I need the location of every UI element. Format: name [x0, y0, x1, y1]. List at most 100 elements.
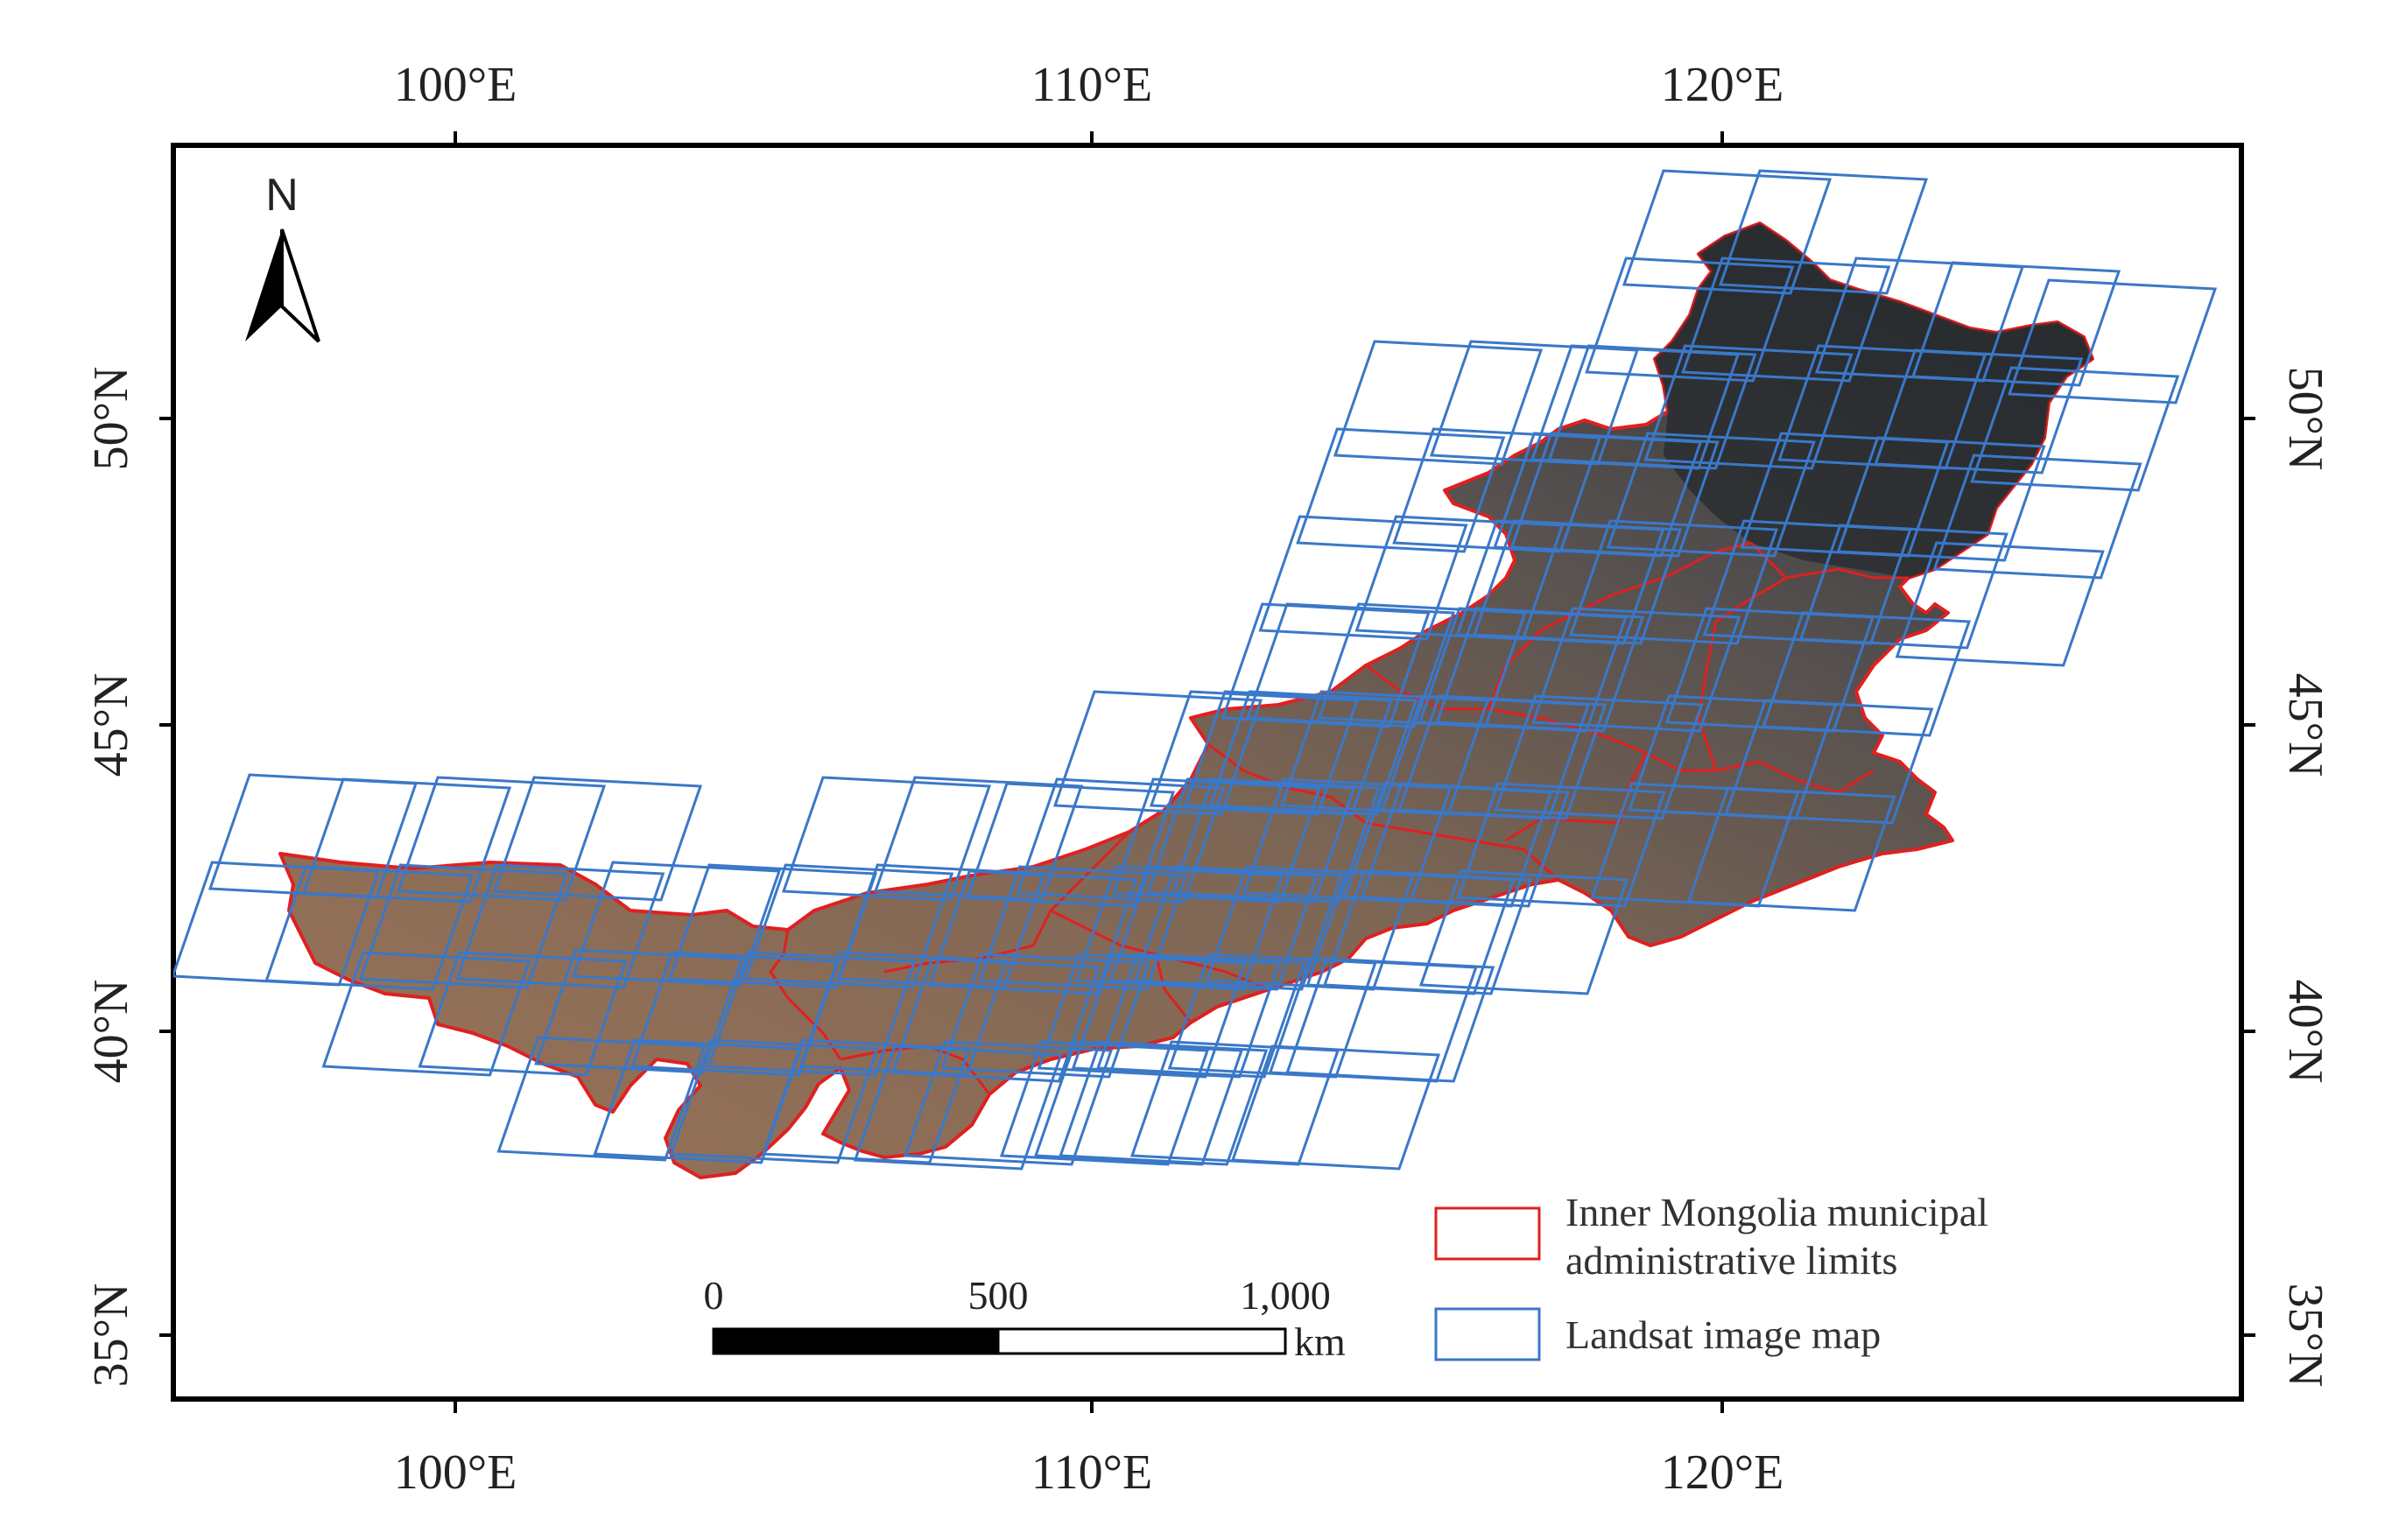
landsat-frame — [1585, 257, 1795, 383]
landsat-frame — [1296, 427, 1506, 553]
landsat-frame — [1718, 169, 1929, 295]
landsat-frame — [1686, 786, 1896, 912]
landsat-frame — [1509, 432, 1720, 558]
landsat-frame — [1761, 611, 1972, 737]
legend-label-landsat: Landsat image map — [1565, 1312, 1881, 1357]
landsat-frame — [264, 865, 475, 991]
landsat-frame — [1456, 782, 1666, 908]
landsat-frame — [1016, 777, 1226, 904]
landsat-frame — [1910, 261, 2121, 387]
landsat-frame — [1149, 690, 1360, 816]
scale-label: 500 — [968, 1273, 1029, 1318]
landsat-frame — [1418, 869, 1629, 995]
landsat-frame — [2007, 278, 2218, 404]
legend-label-admin-line1: Inner Mongolia municipal — [1565, 1190, 1988, 1234]
landsat-frame — [1285, 957, 1495, 1083]
lat-tick-left: 40°N — [84, 980, 138, 1084]
landsat-frame — [321, 951, 531, 1077]
landsat-frame — [1146, 777, 1356, 904]
landsat-frame — [455, 863, 665, 989]
landsat-frame — [1568, 519, 1779, 645]
landsat-frame — [492, 776, 703, 902]
legend-label-admin-line2: administrative limits — [1565, 1238, 1897, 1283]
landsat-frame — [890, 957, 1101, 1083]
forest-region — [1655, 223, 2093, 578]
landsat-frame — [928, 869, 1138, 995]
lat-tick-left: 50°N — [84, 367, 138, 471]
legend: Inner Mongolia municipal administrative … — [1434, 1190, 1988, 1361]
landsat-frame — [1724, 699, 1934, 825]
landsat-frame — [534, 948, 744, 1074]
lon-tick-top: 120°E — [1661, 58, 1784, 112]
landsat-frame — [1397, 694, 1608, 820]
lat-tick-left: 35°N — [84, 1283, 138, 1388]
landsat-frame — [1258, 515, 1468, 641]
landsat-frame — [1071, 953, 1281, 1079]
lat-tick-left: 45°N — [84, 673, 138, 777]
landsat-frame — [1472, 519, 1683, 645]
landsat-frame — [1108, 865, 1319, 991]
landsat-frame — [1836, 436, 2046, 562]
landsat-frame — [707, 951, 917, 1077]
lat-tick-right: 45°N — [2278, 673, 2332, 777]
north-arrow-icon — [245, 229, 282, 341]
landsat-frame — [903, 1040, 1114, 1166]
scale-label: 1,000 — [1240, 1273, 1331, 1318]
landsat-frame — [1230, 1044, 1441, 1171]
landsat-frame — [1622, 169, 1833, 295]
landsat-frame — [359, 863, 569, 989]
landsat-frame — [1037, 953, 1247, 1079]
lat-tick-right: 50°N — [2278, 367, 2332, 471]
landsat-frame — [1322, 869, 1533, 995]
landsat-frame — [669, 1038, 879, 1164]
landsat-frame — [1183, 690, 1394, 816]
landsat-frame — [978, 865, 1188, 991]
lat-tick-right: 40°N — [2278, 980, 2332, 1084]
landsat-frame — [781, 776, 992, 902]
landsat-frame — [1333, 340, 1544, 466]
longitude-ticks: 100°E 110°E 120°E 100°E 110°E 120°E — [394, 58, 1784, 1500]
landsat-frame — [1970, 366, 2180, 492]
landsat-frame — [496, 1036, 707, 1162]
landsat-frame — [593, 1038, 803, 1164]
landsat-frame — [1033, 1040, 1244, 1166]
landsat-frame — [999, 1040, 1210, 1166]
landsat-frame — [853, 1044, 1063, 1171]
landsat-frame — [301, 777, 512, 904]
landsat-frame — [1606, 432, 1816, 558]
landsat-frame — [1643, 344, 1854, 470]
landsat-frame — [1052, 690, 1263, 816]
lat-tick-right: 35°N — [2278, 1283, 2332, 1388]
lon-tick-bottom: 120°E — [1661, 1445, 1784, 1500]
legend-swatch-landsat — [1434, 1307, 1541, 1361]
landsat-frame — [940, 953, 1150, 1079]
landsat-frames-layer — [173, 169, 2218, 1171]
landsat-frame — [744, 863, 954, 989]
landsat-frame — [1531, 607, 1741, 733]
landsat-frame — [1221, 602, 1431, 728]
landsat-frame — [667, 863, 878, 989]
landsat-frame — [630, 951, 841, 1077]
latitude-ticks: 50°N 45°N 40°N 35°N 50°N 45°N 40°N 35°N — [84, 367, 2332, 1388]
landsat-frame — [1798, 524, 2009, 650]
lon-tick-top: 100°E — [394, 58, 517, 112]
scale-unit: km — [1294, 1319, 1346, 1364]
landsat-frame — [1681, 257, 1891, 383]
landsat-frame — [1074, 865, 1284, 991]
lon-tick-bottom: 100°E — [394, 1445, 517, 1500]
landsat-frame — [1932, 454, 2142, 580]
landsat-frame — [1112, 777, 1322, 904]
inner-mongolia-landmass — [278, 222, 2094, 1179]
landsat-frame — [965, 782, 1176, 908]
lon-tick-top: 110°E — [1031, 58, 1153, 112]
lon-tick-bottom: 110°E — [1031, 1445, 1153, 1500]
north-label: N — [265, 170, 299, 221]
landsat-frame — [1494, 694, 1704, 820]
landsat-frame — [1360, 782, 1570, 908]
landsat-frame — [418, 951, 628, 1077]
north-arrow: N — [245, 170, 320, 343]
landsat-frame — [1874, 348, 2084, 475]
legend-swatch-admin — [1434, 1206, 1541, 1261]
